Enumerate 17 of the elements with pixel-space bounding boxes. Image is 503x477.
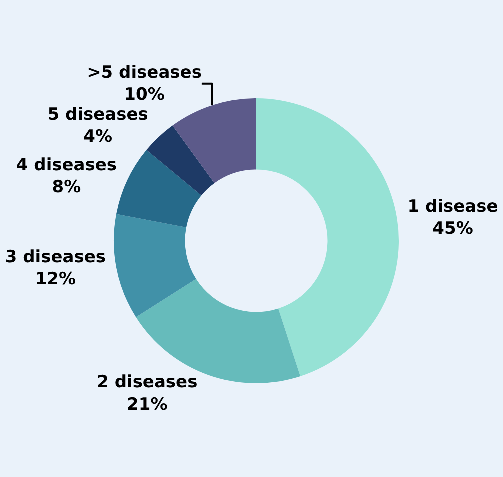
slice-label: 2 diseases xyxy=(97,372,198,393)
slice-label: 1 disease xyxy=(408,197,498,218)
data-label: 8% xyxy=(52,178,82,198)
slice-label: 4 diseases xyxy=(16,155,118,176)
donut-slice xyxy=(146,126,215,196)
slice-label: >5 diseases xyxy=(87,62,202,83)
data-label: 21% xyxy=(127,394,168,415)
donut-slice xyxy=(116,150,202,228)
slice-label: 3 diseases xyxy=(5,247,106,268)
data-label: 10% xyxy=(124,84,165,105)
data-label: 45% xyxy=(432,219,474,240)
data-label: 12% xyxy=(35,269,76,290)
slice-label: 5 diseases xyxy=(48,104,148,125)
donut-slice xyxy=(114,214,196,318)
donut-slice xyxy=(256,98,399,377)
data-label: 4% xyxy=(84,126,113,147)
donut-slice xyxy=(172,98,256,184)
